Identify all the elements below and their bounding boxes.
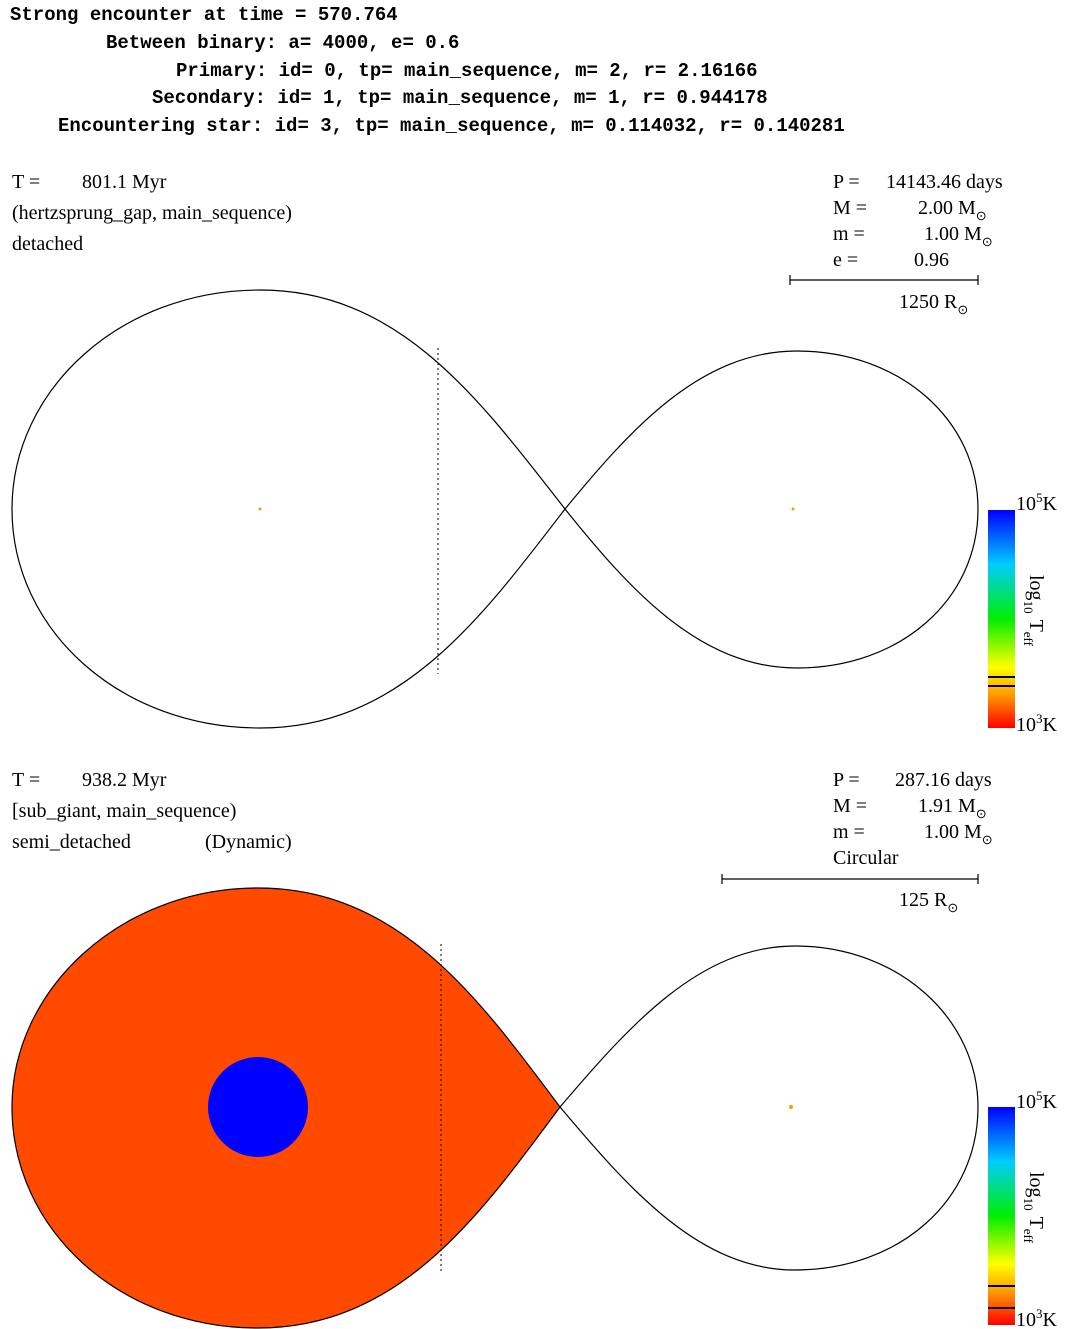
label: m = (833, 821, 865, 843)
roche-lobe (560, 946, 978, 1270)
stars: (hertzsprung_gap, main_sequence) (12, 202, 292, 224)
header-line: Encountering star: id= 3, tp= main_seque… (58, 115, 845, 137)
value: 938.2 Myr (82, 769, 167, 791)
unit: K (1043, 1091, 1058, 1113)
sub: 10 (1021, 1198, 1036, 1211)
label: P = (833, 171, 860, 193)
panel: T = 801.1 Myr (hertzsprung_gap, main_seq… (12, 171, 1058, 736)
log: log (1025, 575, 1047, 601)
base: 10 (1016, 1309, 1036, 1329)
value: 1.00 M⊙ (924, 223, 993, 249)
log: log (1025, 1172, 1047, 1198)
header-line: Between binary: a= 4000, e= 0.6 (106, 32, 459, 54)
sub: ⊙ (976, 208, 987, 223)
header-line: Secondary: id= 1, tp= main_sequence, m= … (152, 87, 768, 109)
value: 2.00 M⊙ (918, 197, 987, 223)
value: 0.96 (914, 249, 949, 271)
value: 125 R (899, 889, 948, 911)
colorbar (988, 1107, 1015, 1325)
label: M = (833, 795, 867, 817)
colorbar-max: 105K (1016, 490, 1058, 515)
binary-diagram: Strong encounter at time = 570.764 Betwe… (0, 0, 1067, 1329)
value: 1.91 M⊙ (918, 795, 987, 821)
unit: K (1043, 714, 1058, 736)
header: Strong encounter at time = 570.764 Betwe… (10, 4, 845, 137)
state: detached (12, 233, 83, 255)
colorbar-label: log10 Teff (1021, 575, 1047, 647)
star (792, 508, 795, 511)
sub: ⊙ (947, 900, 958, 915)
roche-lobe (12, 290, 565, 728)
sub: eff (1021, 1229, 1036, 1244)
scale-bar (722, 874, 978, 884)
roche-lobe (565, 351, 978, 668)
star (259, 508, 262, 511)
value: 1.91 M (918, 795, 976, 817)
note: (Dynamic) (205, 831, 292, 853)
sub: ⊙ (982, 832, 993, 847)
colorbar-max: 105K (1016, 1088, 1058, 1113)
sub: ⊙ (976, 806, 987, 821)
value: 1.00 M⊙ (924, 821, 993, 847)
stars: [sub_giant, main_sequence) (12, 800, 236, 822)
label: T = (12, 769, 40, 791)
t: T (1025, 620, 1047, 632)
unit: K (1043, 493, 1058, 515)
base: 10 (1016, 714, 1036, 736)
value: 2.00 M (918, 197, 976, 219)
colorbar-label: log10 Teff (1021, 1172, 1047, 1244)
value: 14143.46 days (886, 171, 1003, 193)
colorbar (988, 510, 1015, 728)
state: semi_detached (12, 831, 131, 853)
base: 10 (1016, 493, 1036, 515)
scale-label: 125 R⊙ (899, 889, 958, 915)
value: 1.00 M (924, 821, 982, 843)
colorbar-min: 103K (1016, 711, 1058, 736)
label: P = (833, 769, 860, 791)
base: 10 (1016, 1091, 1036, 1113)
label: Circular (833, 847, 899, 869)
header-line: Strong encounter at time = 570.764 (10, 4, 398, 26)
label: M = (833, 197, 867, 219)
scale-label: 1250 R⊙ (899, 291, 968, 317)
value: 801.1 Myr (82, 171, 167, 193)
value: 1.00 M (924, 223, 982, 245)
label: T = (12, 171, 40, 193)
sub: ⊙ (957, 302, 968, 317)
value: 1250 R (899, 291, 958, 313)
header-line: Primary: id= 0, tp= main_sequence, m= 2,… (176, 60, 758, 82)
sub: 10 (1021, 601, 1036, 614)
sub: eff (1021, 632, 1036, 647)
sub: ⊙ (982, 234, 993, 249)
label: e = (833, 249, 858, 271)
t: T (1025, 1217, 1047, 1229)
core (208, 1057, 308, 1157)
unit: K (1043, 1309, 1058, 1329)
panel: T = 938.2 Myr [sub_giant, main_sequence)… (12, 769, 1058, 1329)
label: m = (833, 223, 865, 245)
value: 287.16 days (895, 769, 992, 791)
colorbar-min: 103K (1016, 1306, 1058, 1329)
star (789, 1105, 793, 1109)
scale-bar (790, 275, 978, 285)
